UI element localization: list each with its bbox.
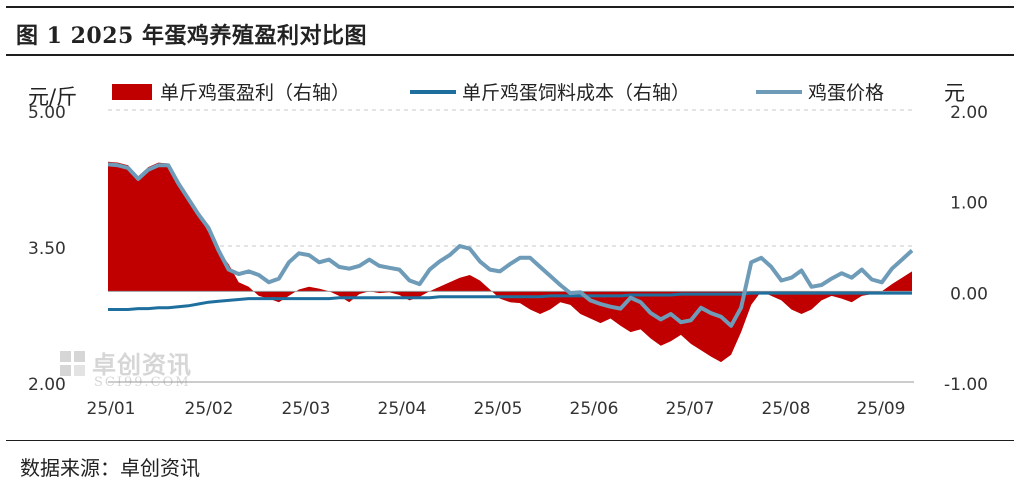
right-axis-unit: 元 xyxy=(944,81,965,105)
x-tick-label: 25/08 xyxy=(762,399,811,419)
left-axis-unit: 元/斤 xyxy=(28,85,77,109)
x-tick-label: 25/05 xyxy=(474,399,523,419)
right-tick-label: 0.00 xyxy=(950,284,988,304)
x-tick-label: 25/09 xyxy=(857,399,906,419)
egg-price-line xyxy=(107,162,914,328)
legend-label-price: 鸡蛋价格 xyxy=(808,82,884,104)
chart-title: 图 1 2025 年蛋鸡养殖盈利对比图 xyxy=(16,23,368,49)
watermark: 卓创资讯 SCI99.COM xyxy=(60,345,260,395)
feed-cost-line xyxy=(108,291,912,311)
watermark-site: SCI99.COM xyxy=(94,375,191,390)
x-tick-label: 25/07 xyxy=(666,399,715,419)
chart-canvas: 5.00 3.50 2.00 2.00 1.00 0.00 -1.00 元/斤 元 25/01 25… xyxy=(28,81,988,419)
watermark-logo-icon xyxy=(60,351,85,376)
x-tick-label: 25/04 xyxy=(378,399,427,419)
left-tick-label: 3.50 xyxy=(28,239,66,259)
x-tick-label: 25/01 xyxy=(87,399,136,419)
x-tick-label: 25/02 xyxy=(185,399,234,419)
watermark-brand: 卓创资讯 xyxy=(92,351,192,379)
footer-divider xyxy=(6,440,1014,441)
left-tick-label: 2.00 xyxy=(28,375,66,395)
right-tick-label: 2.00 xyxy=(950,103,988,123)
right-tick-label: -1.00 xyxy=(944,375,988,395)
legend-label-cost: 单斤鸡蛋饲料成本（右轴） xyxy=(462,82,690,104)
left-tick-label: 5.00 xyxy=(28,103,66,123)
x-tick-label: 25/06 xyxy=(570,399,619,419)
source-note: 数据来源：卓创资讯 xyxy=(20,456,200,480)
legend-label-profit: 单斤鸡蛋盈利（右轴） xyxy=(160,82,350,104)
title-bar: 图 1 2025 年蛋鸡养殖盈利对比图 xyxy=(6,6,1014,56)
legend-swatch-profit xyxy=(112,84,152,100)
right-tick-label: 1.00 xyxy=(950,194,988,214)
x-tick-label: 25/03 xyxy=(282,399,331,419)
